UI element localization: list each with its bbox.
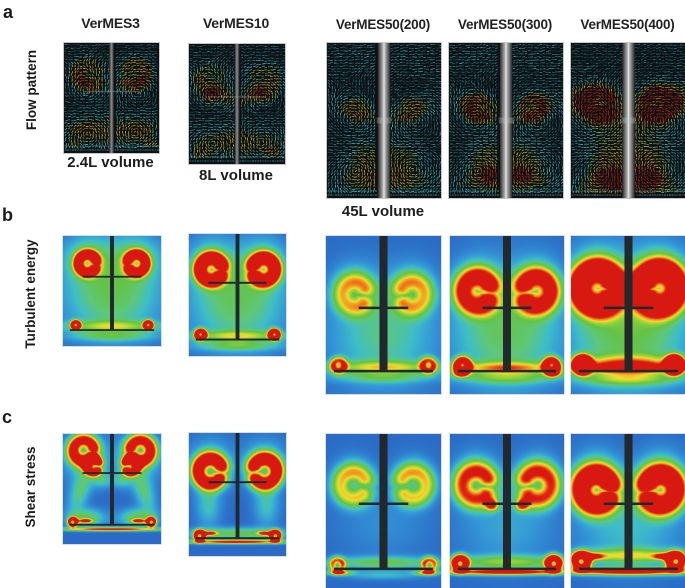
panel-letter-c: c: [2, 407, 13, 427]
column-title-vermes3: VerMES3: [81, 15, 140, 31]
panel-image-flow-vermes3: [63, 42, 160, 154]
panel-image-turb-vermes50-400: [570, 235, 685, 395]
row-label-shear-stress: Shear stress: [23, 446, 38, 528]
column-title-vermes50-300: VerMES50(300): [457, 17, 553, 32]
column-title-vermes50-200: VerMES50(200): [335, 17, 431, 32]
panel-image-flow-vermes10: [188, 43, 286, 165]
panel-image-shear-vermes10: [188, 432, 287, 557]
panel-image-turb-vermes50-200: [325, 235, 442, 395]
caption-2-4l-volume: 2.4L volume: [67, 154, 154, 171]
panel-image-turb-vermes3: [62, 235, 162, 347]
panel-letter-b: b: [2, 205, 13, 225]
column-title-vermes50-400: VerMES50(400): [580, 17, 675, 32]
panel-image-flow-vermes50-200: [326, 42, 442, 199]
row-label-turbulent-energy: Turbulent energy: [23, 239, 38, 349]
panel-image-shear-vermes50-200: [325, 433, 442, 588]
row-label-flow-pattern: Flow pattern: [24, 49, 39, 131]
caption-8l-volume: 8L volume: [199, 167, 273, 184]
panel-image-turb-vermes50-300: [449, 235, 565, 395]
panel-image-shear-vermes50-400: [570, 433, 685, 588]
caption-45l-volume: 45L volume: [341, 203, 425, 220]
panel-image-shear-vermes3: [62, 433, 162, 545]
panel-image-turb-vermes10: [188, 233, 287, 357]
column-title-vermes10: VerMES10: [202, 15, 270, 31]
panel-image-flow-vermes50-300: [448, 42, 564, 199]
panel-letter-a: a: [3, 2, 14, 22]
panel-image-flow-vermes50-400: [570, 42, 685, 199]
panel-image-shear-vermes50-300: [449, 433, 565, 588]
